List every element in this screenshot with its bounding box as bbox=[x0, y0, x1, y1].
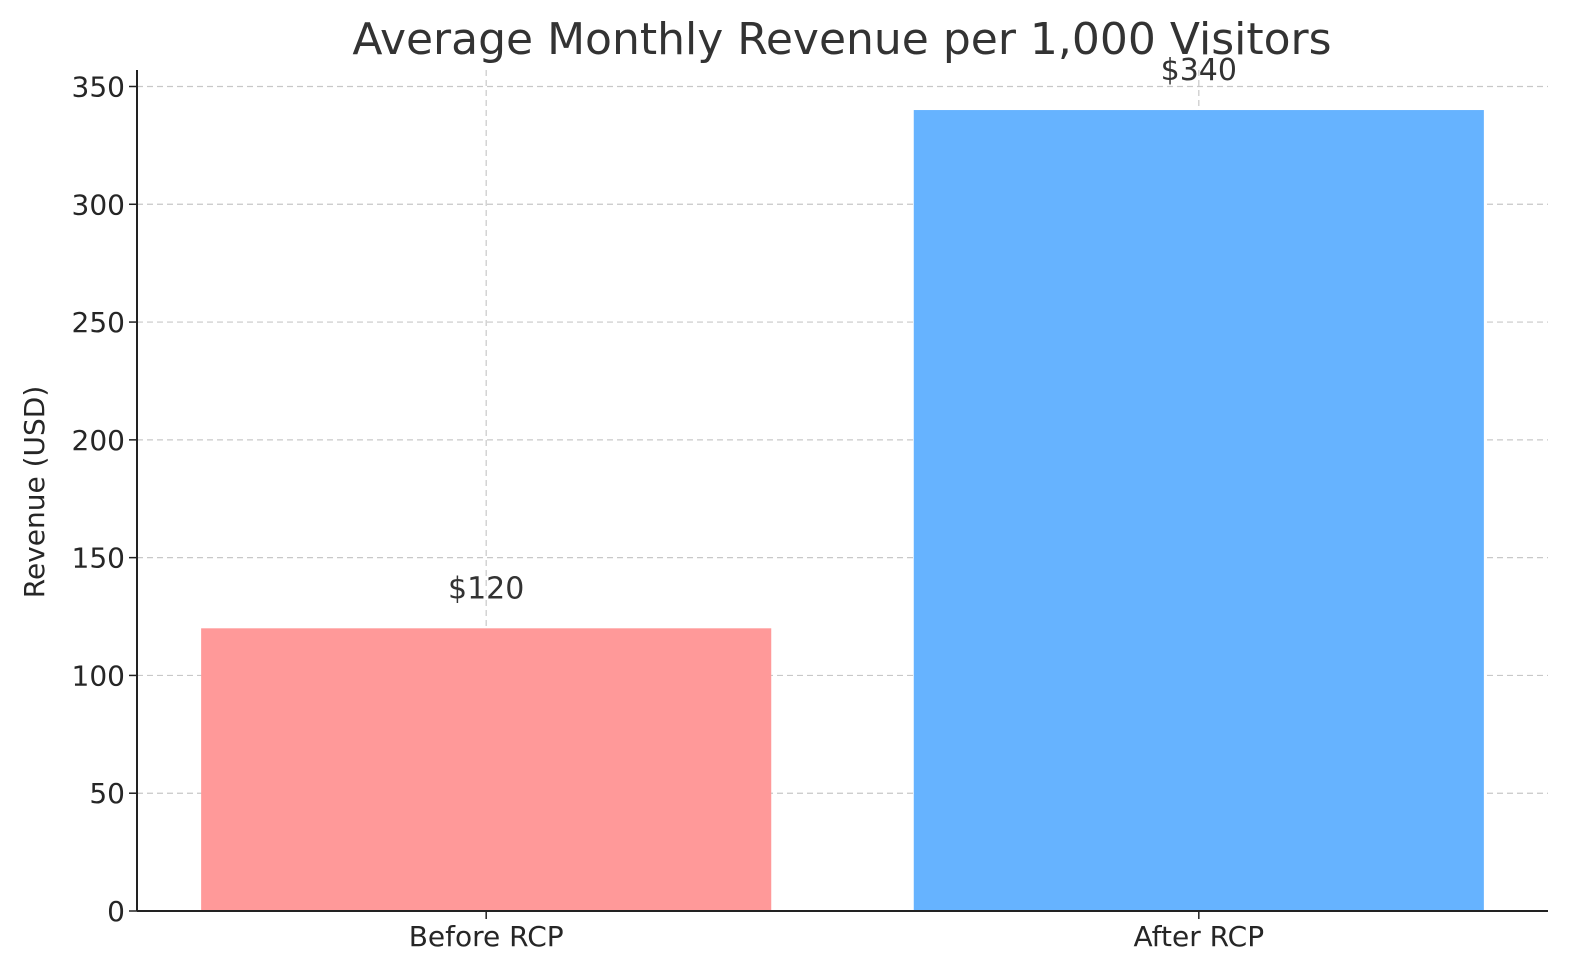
labels-layer: 0 50 100 150 200 250 300 350 $120 $340 Before RCP A… bbox=[72, 53, 1265, 953]
y-tick-label: 300 bbox=[72, 188, 125, 221]
y-tick-label: 100 bbox=[72, 659, 125, 692]
y-tick-label: 150 bbox=[72, 542, 125, 575]
bar-data-label: $340 bbox=[1161, 53, 1237, 88]
chart-title: Average Monthly Revenue per 1,000 Visito… bbox=[352, 14, 1331, 65]
y-tick-label: 50 bbox=[89, 777, 125, 810]
bar-after-rcp bbox=[913, 110, 1484, 912]
y-tick-label: 200 bbox=[72, 424, 125, 457]
x-tick-label: Before RCP bbox=[409, 920, 564, 953]
bars-layer bbox=[201, 110, 1484, 912]
bar-before-rcp bbox=[201, 628, 772, 911]
x-tick-label: After RCP bbox=[1133, 920, 1264, 953]
y-tick-label: 0 bbox=[107, 895, 125, 928]
axes-layer bbox=[129, 70, 1548, 919]
y-tick-label: 350 bbox=[72, 70, 125, 103]
y-axis-label: Revenue (USD) bbox=[18, 386, 51, 599]
y-tick-label: 250 bbox=[72, 306, 125, 339]
bar-data-label: $120 bbox=[448, 571, 524, 606]
